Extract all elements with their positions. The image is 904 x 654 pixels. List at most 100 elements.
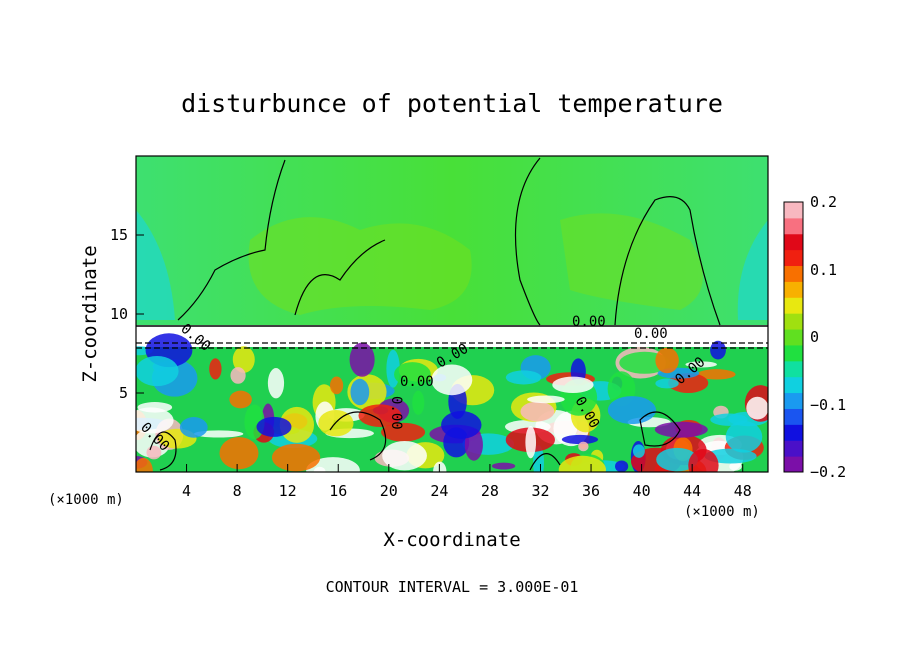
x-axis: 4 8 12 16 20 24 28 32 36 40 44 48	[182, 464, 752, 500]
y-tick-label: 15	[110, 226, 128, 244]
colorbar-swatch	[784, 249, 803, 267]
turbulence-blob	[358, 404, 402, 427]
turbulence-blob	[229, 390, 252, 409]
turbulence-blob	[136, 356, 179, 387]
contour-label: 0.00	[572, 314, 606, 330]
turbulence-blob	[533, 445, 545, 472]
turbulence-blob	[655, 378, 679, 389]
colorbar-swatch	[784, 344, 803, 362]
colorbar-tick-label: 0.1	[810, 261, 837, 279]
turbulence-blob	[136, 457, 153, 472]
turbulence-blob	[232, 346, 255, 373]
turbulence-blob	[209, 358, 222, 380]
turbulence-blob	[527, 395, 565, 404]
turbulence-blob	[725, 420, 763, 453]
x-tick-label: 16	[329, 482, 347, 500]
edge-patch	[737, 220, 768, 320]
turbulence-blob	[615, 460, 629, 472]
colorbar-swatch	[784, 202, 803, 219]
turbulence-blob	[607, 396, 657, 425]
turbulence-blob	[656, 447, 699, 472]
x-tick-label: 40	[633, 482, 651, 500]
colorbar-swatch	[784, 265, 803, 282]
colorbar-swatch	[784, 376, 803, 394]
colorbar-swatch	[784, 281, 803, 298]
turbulence-blob	[381, 422, 426, 442]
turbulence-blob	[350, 378, 370, 406]
y-tick-label: 10	[110, 305, 128, 323]
colorbar-tick-label: −0.1	[810, 396, 846, 414]
colorbar-tick-label: 0.2	[810, 193, 837, 211]
colorbar-swatch	[784, 456, 803, 473]
turbulence-blob	[271, 443, 321, 472]
turbulence-blob	[688, 449, 719, 472]
turbulence-blob	[313, 466, 326, 472]
turbulence-blob	[431, 364, 473, 396]
contour-label: 0.00	[400, 374, 434, 390]
turbulence-blob	[632, 444, 645, 458]
turbulence-blob	[329, 376, 344, 395]
colorbar-swatch	[784, 424, 803, 441]
colorbar-frame	[783, 201, 804, 473]
x-tick-label: 48	[734, 482, 752, 500]
x-tick-label: 8	[233, 482, 242, 500]
colorbar-swatch	[784, 440, 803, 457]
inversion-band	[136, 325, 768, 347]
turbulence-blob	[525, 425, 537, 459]
turbulence-blob	[654, 421, 708, 438]
y-axis: 5 10 15	[110, 226, 144, 402]
upper-patch	[248, 217, 472, 315]
turbulence-blob	[729, 462, 742, 471]
turbulent-field	[136, 333, 768, 472]
contour-lines	[136, 157, 768, 471]
x-tick-label: 12	[279, 482, 297, 500]
colorbar-swatch	[784, 392, 803, 409]
turbulence-blob	[697, 369, 736, 380]
colorbar-swatch	[784, 217, 803, 235]
colorbar-swatch	[784, 408, 803, 425]
y-axis-label: Z-coordinate	[79, 245, 101, 382]
turbulence-blob	[349, 342, 375, 377]
turbulence-blob	[230, 367, 246, 384]
colorbar-swatch	[784, 329, 803, 346]
x-tick-label: 28	[481, 482, 499, 500]
colorbar-swatch	[784, 360, 803, 378]
x-tick-label: 4	[182, 482, 191, 500]
plot-area	[136, 156, 768, 472]
x-tick-label: 24	[430, 482, 448, 500]
turbulence-blob	[219, 437, 259, 470]
turbulence-blob	[558, 455, 606, 472]
turbulence-blob	[561, 434, 599, 445]
colorbar-swatch	[784, 313, 803, 330]
colorbar-swatch	[784, 297, 803, 314]
turbulence-blob	[710, 413, 748, 426]
x-tick-label: 32	[531, 482, 549, 500]
upper-patch	[560, 213, 703, 310]
edge-patch	[136, 210, 175, 320]
colorbar-tick-label: −0.2	[810, 463, 846, 481]
contour-label: 0.00	[634, 326, 668, 342]
x-tick-label: 20	[380, 482, 398, 500]
turbulence-blob	[279, 406, 315, 443]
contour-label: 0.00	[388, 396, 404, 430]
turbulence-blob	[552, 376, 594, 394]
chart-title: disturbunce of potential temperature	[181, 89, 723, 118]
x-unit-label: (×1000 m)	[48, 492, 124, 508]
turbulence-blob	[382, 441, 427, 471]
turbulence-blob	[655, 347, 679, 374]
colorbar-ticks: 0.2 0.1 0 −0.1 −0.2	[810, 193, 846, 481]
turbulence-blob	[412, 390, 425, 415]
x-tick-label: 44	[683, 482, 701, 500]
turbulence-blob	[193, 430, 244, 438]
turbulence-blob	[267, 368, 285, 399]
colorbar	[784, 202, 803, 473]
x-tick-label: 36	[582, 482, 600, 500]
colorbar-swatch	[784, 233, 803, 251]
turbulence-blob	[179, 417, 208, 438]
turbulence-blob	[578, 441, 589, 452]
turbulence-blob	[520, 401, 555, 422]
x-axis-label: X-coordinate	[383, 529, 520, 551]
turbulence-blob	[394, 362, 431, 387]
contour-interval-note: CONTOUR INTERVAL = 3.000E-01	[326, 578, 579, 596]
